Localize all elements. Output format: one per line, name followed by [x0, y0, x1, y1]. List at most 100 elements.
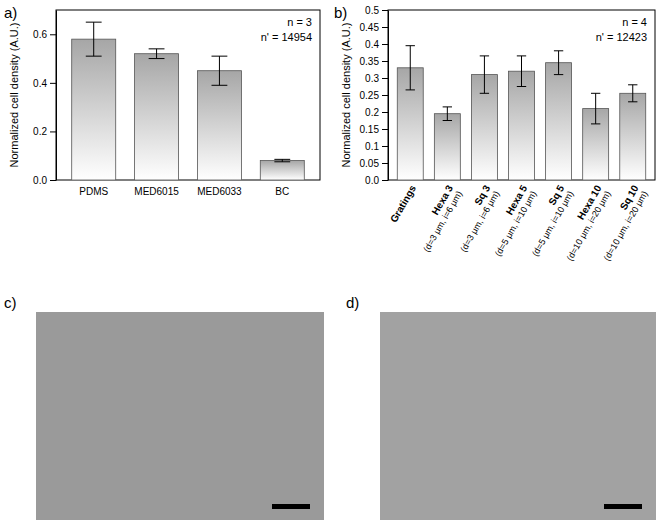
error-stem	[447, 107, 448, 121]
y-tick-mark	[382, 27, 388, 28]
plot-frame	[388, 10, 655, 180]
error-stem	[595, 93, 596, 124]
y-tick: 0.6	[33, 29, 56, 40]
x-tick-note: (d=5 μm, i=10 μm)	[530, 189, 576, 258]
plot-area	[72, 22, 305, 180]
y-tick: 0.35	[360, 56, 388, 67]
y-tick-mark	[50, 131, 56, 132]
y-axis: 0.00.050.10.150.20.250.30.350.40.450.5	[360, 5, 389, 186]
y-tick-mark	[382, 44, 388, 45]
y-tick: 0.25	[360, 90, 388, 101]
x-tick-label-group: Sq 5(d=5 μm, i=10 μm)	[520, 183, 576, 258]
bar	[434, 114, 460, 180]
x-tick-label-group: Hexa 5(d=5 μm, i=10 μm)	[483, 183, 539, 258]
image-panel: d)	[346, 294, 656, 520]
chart-panel: a)0.00.20.40.6Normalized cell density (A…	[4, 4, 320, 197]
error-cap	[480, 93, 489, 94]
error-cap	[628, 84, 637, 85]
y-axis-title: Normalized cell density (A.U.)	[340, 23, 352, 168]
error-cap	[443, 106, 452, 107]
y-tick: 0.2	[365, 107, 388, 118]
error-stem	[410, 46, 411, 90]
y-tick-mark	[382, 112, 388, 113]
y-tick-label: 0.05	[360, 158, 380, 169]
figure: a)0.00.20.40.6Normalized cell density (A…	[0, 0, 660, 525]
x-tick-note: (d=10 μm, i=20 μm)	[602, 189, 650, 262]
y-tick-label: 0.25	[360, 90, 380, 101]
y-tick-label: 0.45	[360, 22, 380, 33]
error-stem	[93, 22, 94, 56]
error-cap	[86, 22, 102, 23]
y-tick-mark	[382, 78, 388, 79]
bar	[197, 71, 241, 180]
y-tick-label: 0.2	[33, 126, 47, 137]
error-stem	[632, 85, 633, 102]
x-tick-label: Gratings	[388, 183, 418, 224]
y-tick-label: 0.5	[365, 5, 379, 16]
error-cap	[554, 74, 563, 75]
micrograph	[36, 312, 324, 520]
error-bar	[517, 56, 526, 87]
error-cap	[406, 45, 415, 46]
y-tick: 0.2	[33, 126, 56, 137]
y-tick-mark	[382, 61, 388, 62]
panel-label: d)	[346, 294, 359, 311]
y-tick-label: 0.0	[33, 175, 47, 186]
x-tick-label: MED6033	[197, 186, 242, 197]
chart-panel: b)0.00.050.10.150.20.250.30.350.40.450.5…	[334, 4, 655, 262]
y-tick-mark	[382, 10, 388, 11]
error-cap	[274, 159, 290, 160]
error-cap	[86, 56, 102, 57]
y-tick-label: 0.1	[365, 141, 379, 152]
bar	[620, 93, 646, 180]
bar	[509, 71, 535, 180]
error-cap	[591, 123, 600, 124]
y-tick: 0.0	[365, 175, 388, 186]
error-bar	[628, 85, 637, 102]
y-axis: 0.0 0.2 0.4 0.6	[33, 11, 56, 186]
error-cap	[212, 85, 228, 86]
scale-bar	[272, 504, 310, 509]
image-panel: c)	[4, 294, 324, 520]
x-tick-label: PDMS	[79, 186, 108, 197]
y-tick-label: 0.3	[365, 73, 379, 84]
error-cap	[149, 48, 165, 49]
error-cap	[406, 89, 415, 90]
y-tick: 0.1	[365, 141, 388, 152]
x-tick-label: MED6015	[134, 186, 179, 197]
error-bar	[554, 51, 563, 75]
error-cap	[443, 120, 452, 121]
x-tick-note: (d=3 μm, i=6 μm)	[421, 189, 464, 254]
error-cap	[274, 161, 290, 162]
x-tick-label: BC	[275, 186, 289, 197]
y-tick-mark	[382, 129, 388, 130]
error-cap	[517, 55, 526, 56]
y-tick-mark	[50, 34, 56, 35]
annotation: n' = 12423	[596, 31, 647, 43]
error-bar	[212, 56, 228, 85]
y-tick: 0.5	[365, 5, 388, 16]
y-tick-mark	[382, 95, 388, 96]
error-cap	[212, 56, 228, 57]
bar	[135, 54, 179, 180]
plot-area	[397, 46, 645, 180]
y-tick: 0.45	[360, 22, 388, 33]
x-tick-label-group: Hexa 10(d=10 μm, i=20 μm)	[554, 183, 612, 263]
error-stem	[156, 49, 157, 59]
error-cap	[591, 93, 600, 94]
y-tick-label: 0.15	[360, 124, 380, 135]
error-cap	[149, 58, 165, 59]
y-tick: 0.0	[33, 175, 56, 186]
y-axis-title: Normalized cell density (A.U.)	[8, 23, 20, 168]
micrograph	[380, 312, 656, 520]
annotation: n' = 14954	[261, 31, 312, 43]
panel-label: c)	[4, 294, 17, 311]
y-tick: 0.4	[33, 78, 56, 89]
panel-label: b)	[334, 4, 347, 21]
scale-bar	[604, 504, 642, 509]
error-cap	[480, 55, 489, 56]
y-tick-mark	[50, 180, 56, 181]
x-tick-note: (d=3 μm, i=6 μm)	[458, 189, 501, 254]
bar	[72, 39, 116, 180]
annotation: n = 4	[622, 16, 647, 28]
